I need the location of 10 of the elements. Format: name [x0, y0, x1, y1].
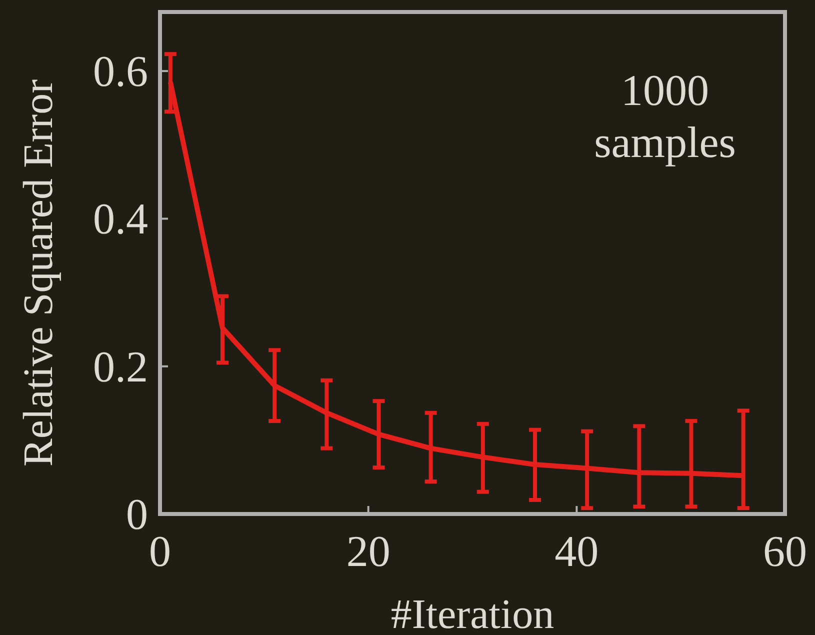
y-tick-label: 0 [126, 490, 148, 539]
y-axis-title: Relative Squared Error [16, 79, 62, 467]
y-tick-label: 0.2 [93, 342, 148, 392]
x-tick-label: 20 [346, 527, 390, 576]
x-tick-label: 40 [554, 527, 599, 576]
x-axis-title: #Iteration [390, 592, 554, 635]
y-tick-label: 0.6 [93, 47, 148, 96]
x-tick-label: 60 [763, 527, 807, 576]
y-tick-label: 0.4 [93, 194, 148, 244]
annotation: 1000 samples [594, 66, 736, 167]
